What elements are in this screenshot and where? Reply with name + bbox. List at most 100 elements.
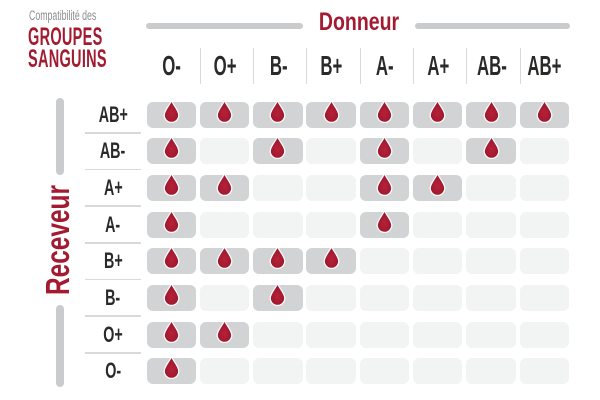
donor-col-header-label: AB-	[476, 50, 507, 81]
cell-AB--O+	[199, 138, 250, 165]
receiver-row-label-AB+: AB+	[85, 102, 141, 128]
blood-drop-icon	[216, 246, 233, 270]
cell-O+-A-	[359, 321, 410, 348]
donor-col-header-label: AB+	[527, 50, 562, 81]
blood-drop-icon	[376, 136, 393, 160]
cell-A--O+	[199, 211, 250, 238]
cell-AB--B+	[306, 138, 356, 165]
cell-A--O-	[146, 209, 196, 238]
cell-A+-AB+	[519, 174, 570, 201]
donor-col-header-B+: B+	[306, 48, 356, 84]
receiver-row-labels: AB+ AB- A+ A- B+ B- O+ O-	[85, 102, 141, 385]
cell-A+-AB-	[466, 174, 516, 201]
cell-O--AB+	[519, 358, 570, 385]
blood-drop-icon	[163, 209, 180, 233]
receiver-row-label-text: AB+	[98, 101, 128, 127]
cell-B--O+	[199, 284, 250, 311]
cell-O--O+	[199, 358, 250, 385]
donor-axis-bar-right	[415, 23, 570, 29]
cell-B+-A+	[412, 248, 463, 275]
cell-O--A-	[359, 358, 410, 385]
blood-drop-icon	[536, 99, 553, 123]
blood-drop-icon	[216, 99, 233, 123]
donor-col-header-label: O-	[161, 50, 181, 81]
cell-B+-B+	[306, 246, 356, 275]
receiver-row-label-B+: B+	[85, 242, 141, 274]
cell-B+-O-	[146, 246, 196, 275]
blood-drop-icon	[269, 136, 286, 160]
cell-A--AB+	[519, 211, 570, 238]
cell-B--A-	[359, 284, 410, 311]
cell-AB--B-	[253, 136, 303, 165]
cell-B--A+	[412, 284, 463, 311]
blood-drop-icon	[163, 246, 180, 270]
cell-B+-O+	[199, 246, 250, 275]
cell-O+-O+	[199, 319, 250, 348]
cell-AB+-O+	[199, 99, 250, 128]
donor-axis-bar-left	[146, 23, 303, 29]
receiver-axis-label: Receveur	[39, 185, 76, 295]
cell-O+-AB+	[519, 321, 570, 348]
blood-drop-icon	[376, 209, 393, 233]
blood-drop-icon	[163, 319, 180, 343]
blood-drop-icon	[269, 99, 286, 123]
receiver-row-label-text: O+	[103, 321, 123, 347]
blood-drop-icon	[269, 282, 286, 306]
blood-drop-icon	[323, 99, 340, 123]
receiver-row-label-A+: A+	[85, 168, 141, 201]
blood-drop-icon	[216, 172, 233, 196]
cell-A+-B+	[306, 174, 356, 201]
cell-O--B-	[253, 358, 303, 385]
blood-drop-icon	[429, 99, 446, 123]
blood-drop-icon	[376, 172, 393, 196]
donor-col-header-AB-: AB-	[466, 48, 516, 84]
blood-drop-icon	[376, 99, 393, 123]
cell-AB--O-	[146, 136, 196, 165]
donor-col-header-label: O+	[213, 50, 237, 81]
receiver-row-label-B-: B-	[85, 278, 141, 311]
donor-col-header-label: A+	[427, 50, 450, 81]
cell-A--B-	[253, 211, 303, 238]
receiver-row-label-text: A+	[103, 174, 123, 200]
cell-B+-AB-	[466, 248, 516, 275]
donor-col-header-label: B-	[269, 50, 288, 81]
receiver-row-label-text: B+	[103, 248, 123, 274]
cell-O+-AB-	[466, 321, 516, 348]
blood-drop-icon	[429, 172, 446, 196]
cell-A+-A-	[359, 172, 410, 201]
blood-drop-icon	[163, 356, 180, 380]
cell-AB--A-	[359, 136, 410, 165]
cell-AB+-B+	[306, 99, 356, 128]
receiver-row-label-A-: A-	[85, 205, 141, 238]
blood-drop-icon	[323, 246, 340, 270]
receiver-row-label-text: A-	[105, 211, 121, 237]
donor-axis-label: Donneur	[318, 8, 400, 36]
cell-AB+-AB+	[519, 99, 570, 128]
cell-B--B+	[306, 284, 356, 311]
receiver-row-label-O-: O-	[85, 352, 141, 384]
blood-drop-icon	[269, 246, 286, 270]
cell-AB+-B-	[253, 99, 303, 128]
cell-A+-O+	[199, 172, 250, 201]
receiver-row-label-text: AB-	[100, 138, 126, 164]
cell-A--A+	[412, 211, 463, 238]
cell-B+-B-	[253, 246, 303, 275]
cell-O--B+	[306, 358, 356, 385]
receiver-row-label-O+: O+	[85, 315, 141, 348]
donor-col-header-O-: O-	[147, 48, 197, 84]
cell-B+-A-	[359, 248, 410, 275]
cell-B+-AB+	[519, 248, 570, 275]
cell-A+-O-	[146, 172, 196, 201]
cell-O--AB-	[466, 358, 516, 385]
cell-O+-B-	[253, 321, 303, 348]
chart-subtitle: Compatibilité des	[29, 8, 97, 23]
donor-col-header-B-: B-	[253, 48, 303, 84]
cell-A--B+	[306, 211, 356, 238]
cell-O+-A+	[412, 321, 463, 348]
chart-title-line2: SANGUINS	[28, 45, 107, 73]
cell-O--A+	[412, 358, 463, 385]
cell-B--AB-	[466, 284, 516, 311]
donor-col-header-O+: O+	[199, 48, 250, 84]
receiver-row-label-text: O-	[105, 358, 121, 384]
cell-AB+-A+	[412, 99, 463, 128]
